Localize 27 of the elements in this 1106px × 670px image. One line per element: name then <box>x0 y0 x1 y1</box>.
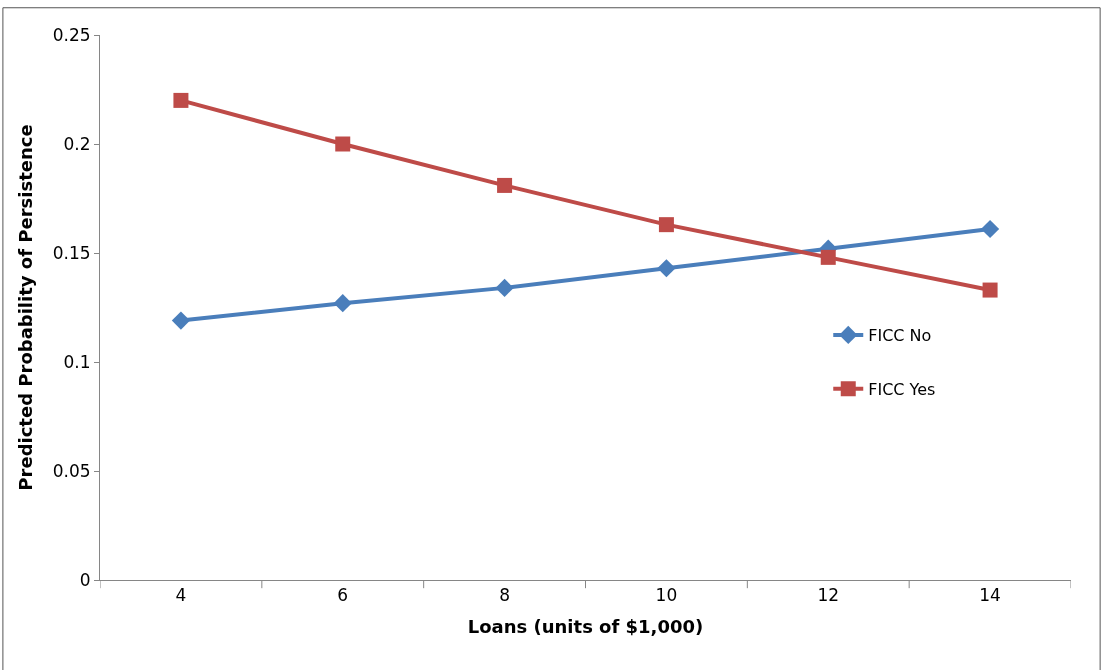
point <box>171 311 191 330</box>
x-tick-label: 6 <box>337 585 349 606</box>
x-tick-label: 12 <box>817 585 840 606</box>
point <box>335 136 351 152</box>
x-tick-label: 14 <box>979 585 1001 606</box>
point <box>820 249 836 265</box>
y-tick-label: 0.1 <box>63 351 91 372</box>
y-tick-label: 0.15 <box>52 242 91 263</box>
x-tick-label: 4 <box>175 585 187 606</box>
point <box>982 282 998 298</box>
point <box>495 278 514 297</box>
x-tick-label: 8 <box>499 585 510 606</box>
y-tick-label: 0.25 <box>52 24 91 45</box>
point <box>497 177 513 193</box>
y-tick-label: 0.05 <box>52 460 91 481</box>
y-tick-label: 0 <box>79 569 91 590</box>
point <box>980 219 1000 239</box>
point <box>657 259 676 278</box>
legend-label: FICC No <box>868 326 932 346</box>
x-axis-title: Loans (units of $1,000) <box>467 615 704 637</box>
y-tick-label: 0.2 <box>63 133 91 154</box>
legend-label: FICC Yes <box>868 379 936 399</box>
point <box>333 294 352 313</box>
point <box>658 217 674 233</box>
y-axis-title: Predicted Probability of Persistence <box>14 124 36 491</box>
x-tick-label: 10 <box>655 585 678 606</box>
point <box>173 92 189 108</box>
